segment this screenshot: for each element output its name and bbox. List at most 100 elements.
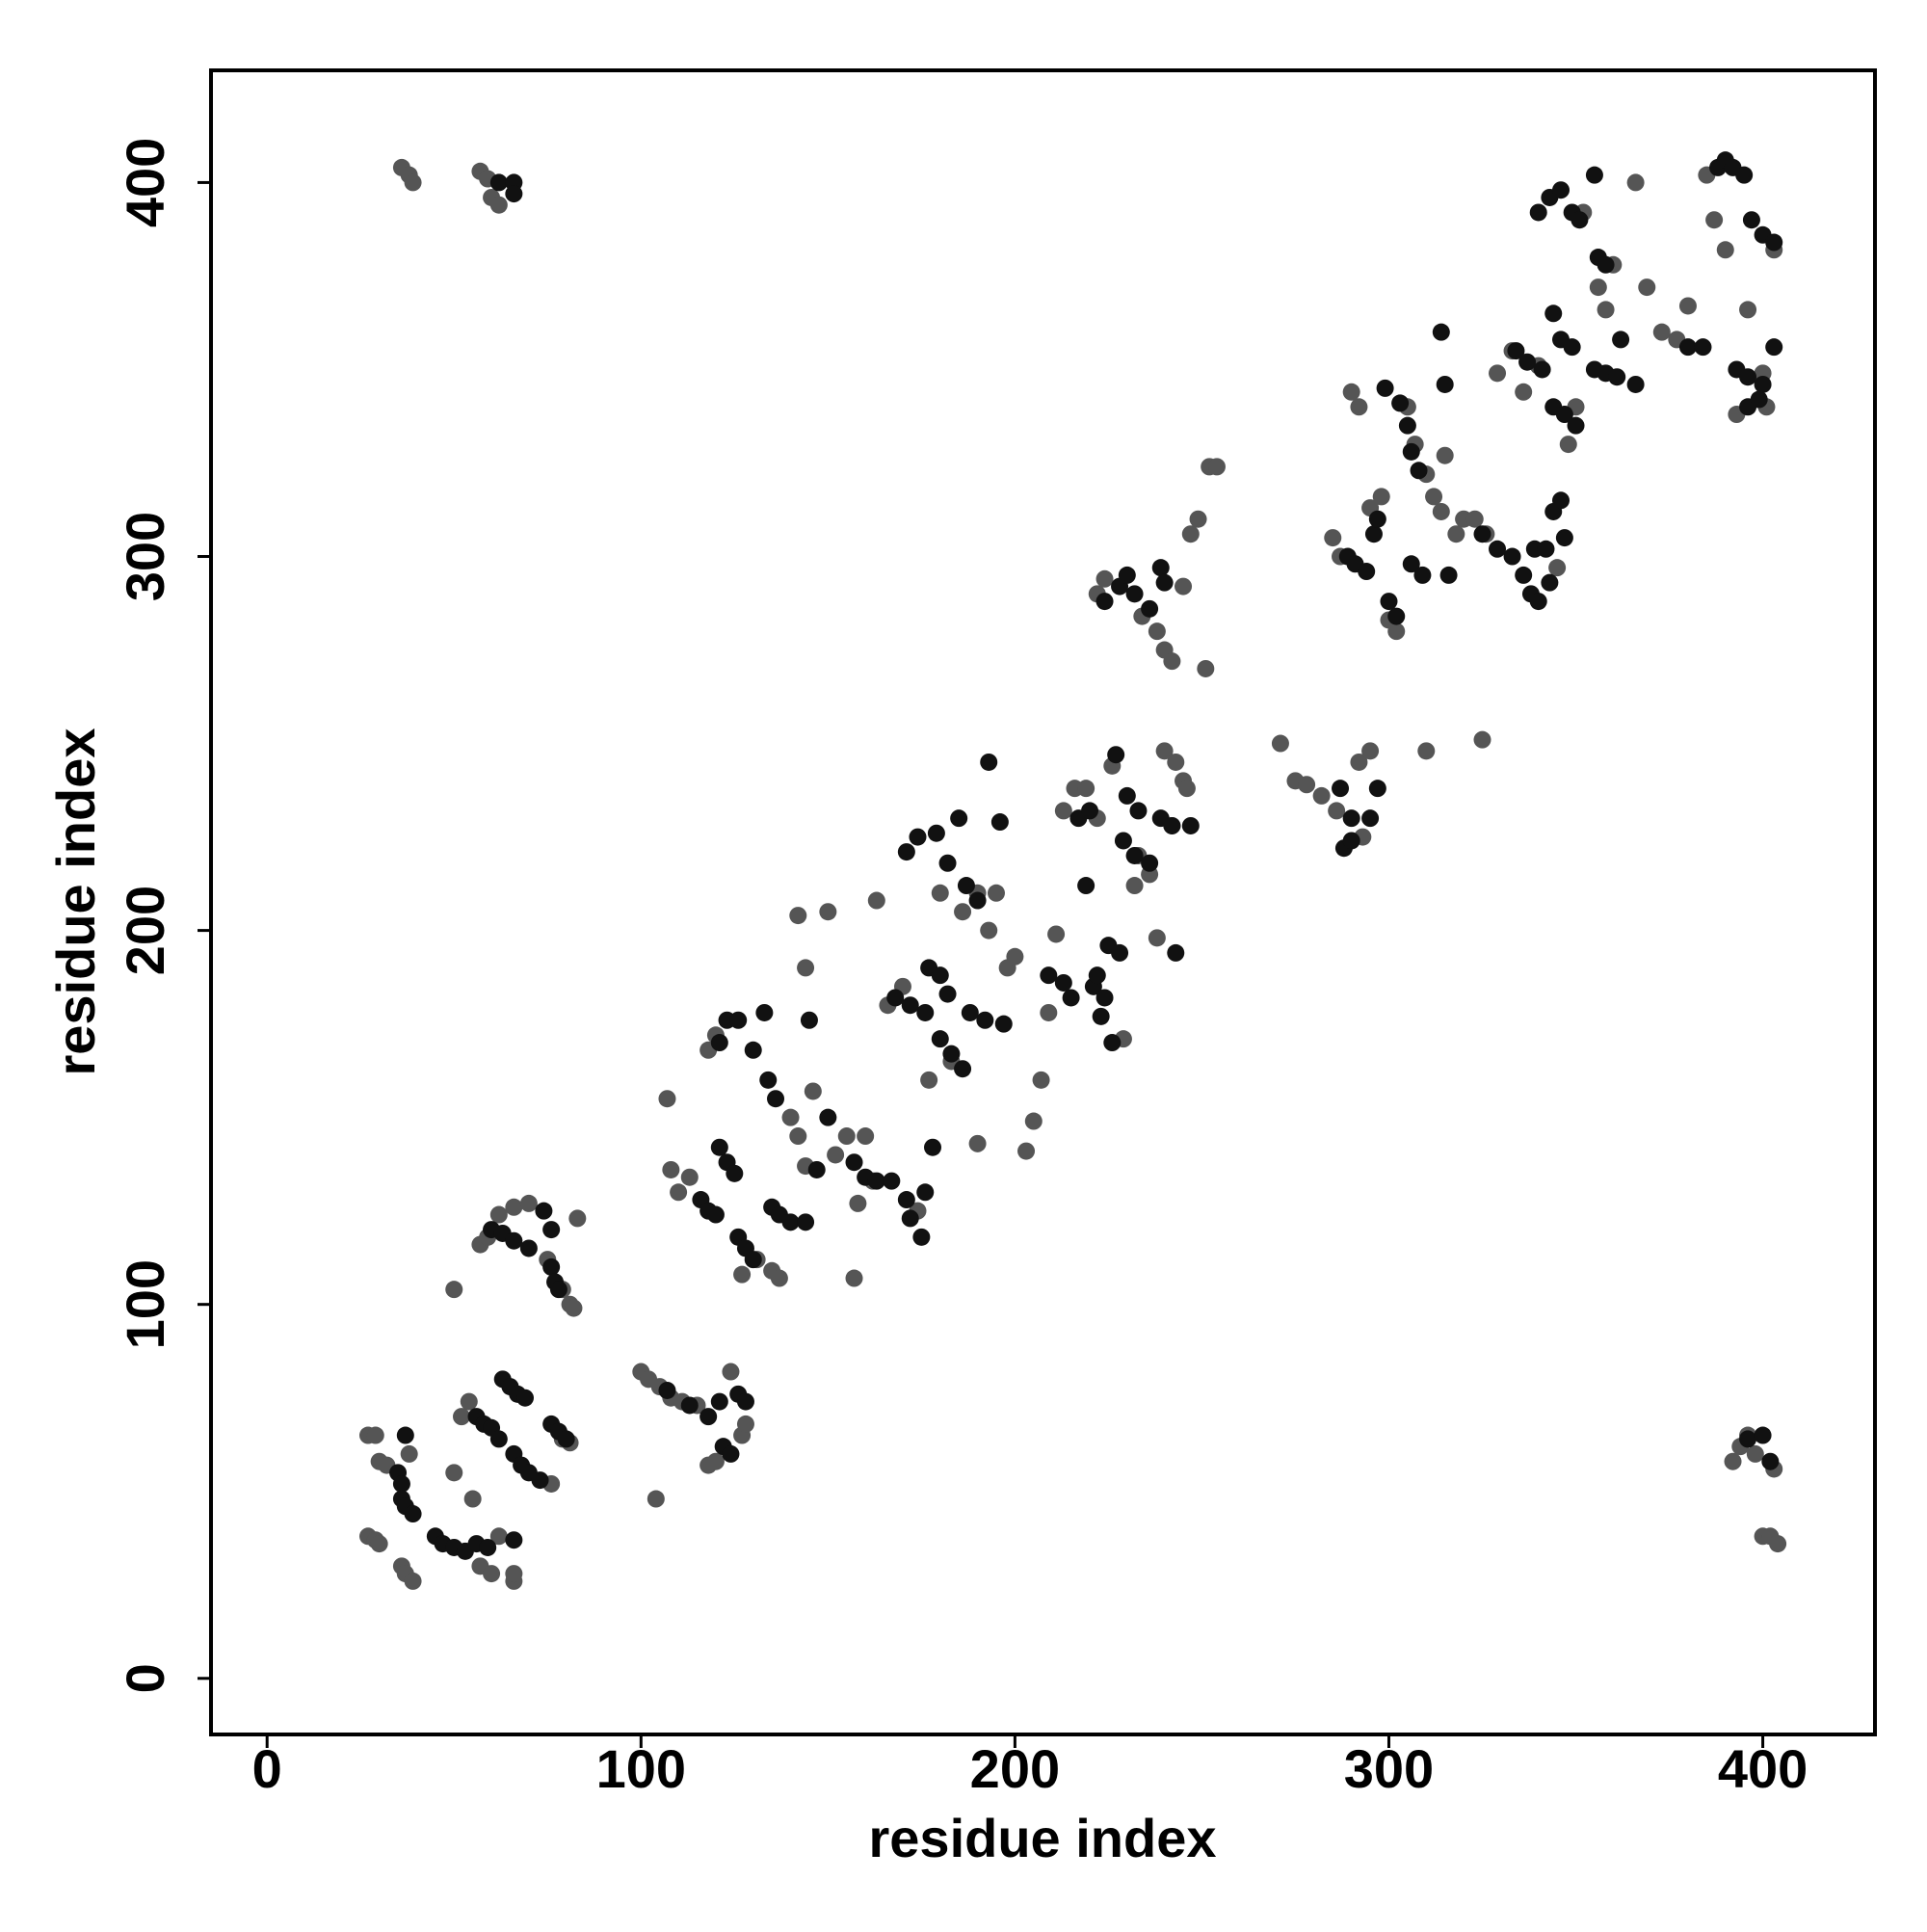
point	[1181, 525, 1200, 543]
point	[1608, 368, 1626, 386]
x-tick-label: 400	[1718, 1738, 1808, 1799]
point	[1432, 323, 1450, 341]
point	[1088, 966, 1106, 985]
x-tick-label: 300	[1344, 1738, 1434, 1799]
point	[1473, 525, 1491, 543]
point	[489, 1430, 508, 1448]
point	[968, 1134, 987, 1152]
point	[1432, 502, 1450, 520]
point	[1298, 776, 1316, 794]
point	[1678, 338, 1697, 357]
point	[1077, 877, 1095, 895]
point	[1439, 566, 1458, 584]
point	[1563, 338, 1581, 357]
point	[987, 884, 1005, 902]
point	[453, 1408, 471, 1426]
point	[1189, 510, 1207, 528]
point	[1032, 1071, 1050, 1089]
point	[700, 1408, 718, 1426]
point	[1387, 622, 1406, 641]
point	[1361, 742, 1380, 760]
point	[1350, 753, 1368, 771]
point	[968, 891, 987, 910]
point	[1489, 364, 1507, 383]
point	[1567, 416, 1585, 435]
point	[1754, 375, 1772, 393]
point	[1555, 529, 1573, 547]
point	[557, 1430, 575, 1448]
point	[1529, 593, 1547, 611]
point	[505, 1231, 523, 1250]
x-axis-title: residue index	[868, 1808, 1216, 1868]
x-tick-label: 200	[970, 1738, 1060, 1799]
point	[767, 1090, 785, 1108]
point	[505, 185, 523, 203]
y-tick-label: 400	[115, 138, 175, 227]
point	[396, 1426, 414, 1444]
point	[1571, 211, 1589, 229]
point	[1207, 458, 1226, 476]
point	[647, 1490, 665, 1508]
point	[927, 824, 945, 842]
point	[1376, 379, 1394, 397]
y-tick-label: 300	[115, 512, 175, 601]
point	[1765, 233, 1783, 251]
point	[1177, 780, 1196, 798]
point	[1312, 786, 1331, 805]
point	[445, 1281, 463, 1299]
point	[1364, 525, 1383, 543]
point	[1515, 383, 1533, 401]
point	[901, 996, 919, 1015]
point	[845, 1269, 863, 1287]
point	[1054, 973, 1072, 992]
point	[920, 1071, 938, 1089]
point	[1626, 173, 1645, 192]
point	[489, 173, 508, 192]
point	[515, 1389, 534, 1407]
point	[980, 921, 998, 940]
point	[1358, 563, 1376, 581]
point	[1398, 416, 1416, 435]
point	[1436, 446, 1454, 464]
point	[931, 1030, 949, 1048]
point	[722, 1363, 740, 1381]
point	[1739, 1430, 1757, 1448]
point	[1515, 566, 1533, 584]
point	[1626, 375, 1645, 393]
point	[980, 753, 998, 771]
point	[976, 1011, 994, 1029]
point	[1754, 1426, 1772, 1444]
point	[883, 1172, 901, 1190]
point	[1742, 211, 1760, 229]
point	[1181, 816, 1200, 834]
point	[489, 1205, 508, 1224]
point	[542, 1257, 561, 1276]
point	[1507, 342, 1525, 360]
point	[400, 1444, 418, 1463]
point	[460, 1392, 478, 1411]
point	[445, 1464, 463, 1482]
y-tick-label: 0	[115, 1663, 175, 1693]
point	[994, 1015, 1013, 1033]
point	[1555, 406, 1573, 424]
point	[1436, 375, 1454, 393]
point	[909, 828, 927, 846]
point	[1040, 966, 1058, 985]
point	[789, 1127, 807, 1146]
point	[1350, 398, 1368, 416]
point	[938, 985, 957, 1003]
point	[931, 966, 949, 985]
point	[1361, 809, 1380, 828]
point	[519, 1194, 538, 1212]
point	[710, 1138, 728, 1156]
point	[1148, 622, 1166, 641]
point	[489, 196, 508, 214]
point	[950, 809, 968, 828]
point	[990, 813, 1009, 832]
point	[1447, 525, 1465, 543]
point	[1163, 816, 1181, 834]
point	[1518, 353, 1537, 371]
point	[781, 1213, 800, 1231]
point	[1402, 442, 1420, 461]
